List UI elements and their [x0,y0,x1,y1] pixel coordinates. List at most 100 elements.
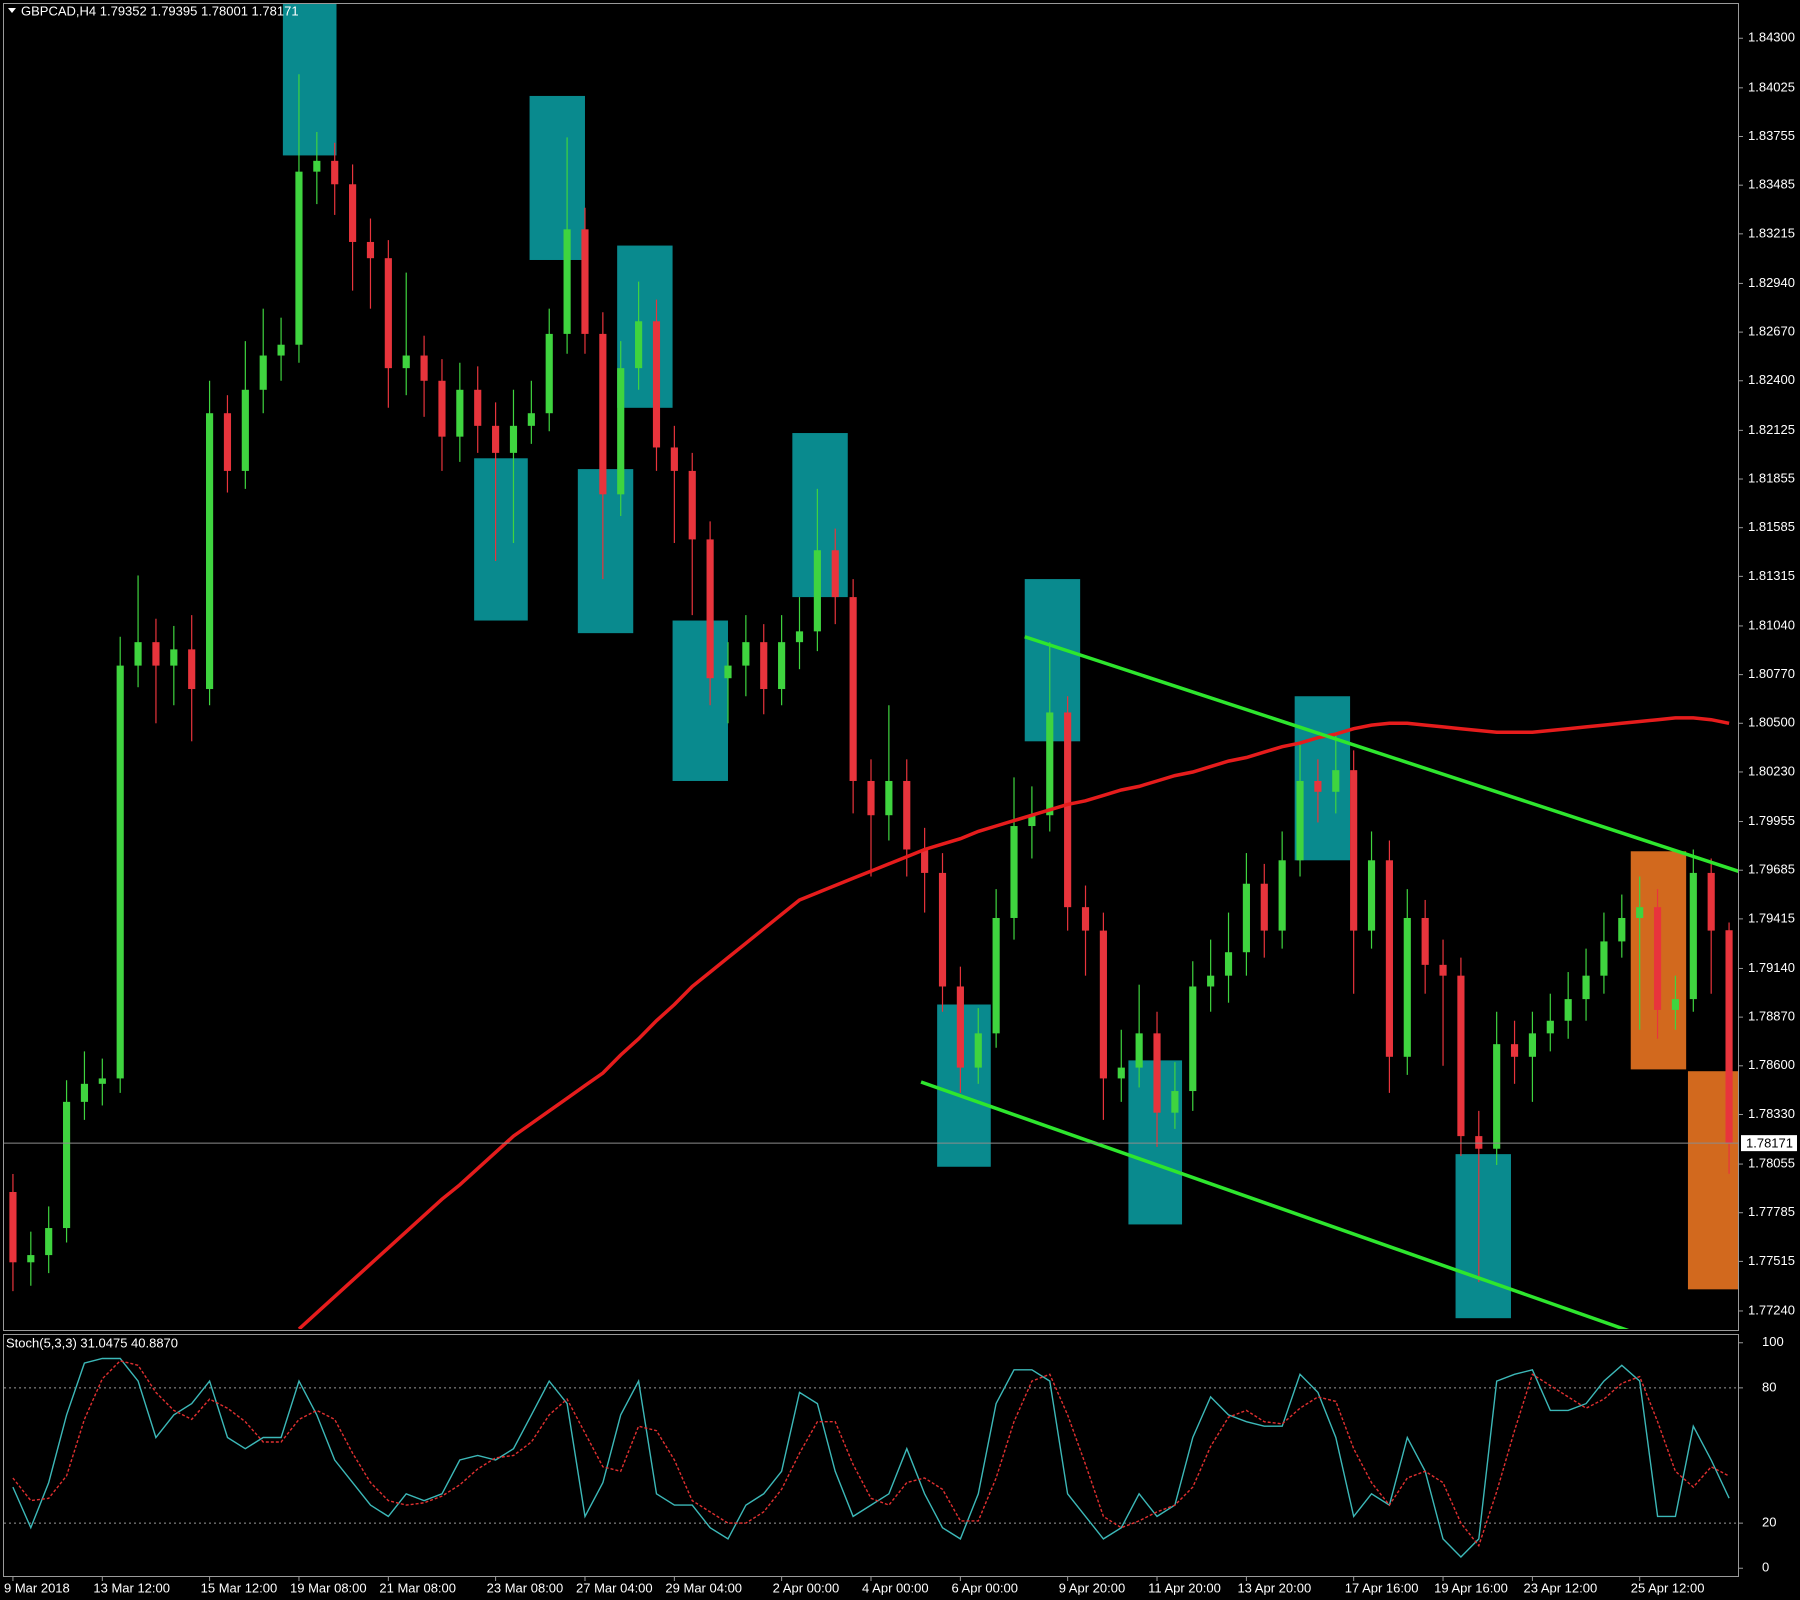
candle-body [1153,1033,1161,1113]
candle-body [545,333,553,414]
candle-body [1296,780,1304,861]
candle-body [116,665,124,1079]
candle-body [1421,917,1429,965]
chart-title: GBPCAD,H4 1.79352 1.79395 1.78001 1.7817… [21,3,299,18]
candle-body [188,649,196,690]
stoch-line [12,1357,1730,1558]
candle-body [1636,907,1644,918]
candle-body [1046,712,1054,816]
candle-body [652,321,661,448]
candle-body [778,642,786,690]
y-tick-label: 1.77515 [1748,1253,1795,1268]
zone [1294,696,1351,861]
candle-body [295,171,303,345]
candle-body [1278,860,1286,931]
zone [1687,1071,1738,1290]
candle-body [617,368,625,495]
candle-body [706,539,714,679]
candle-body [1028,815,1036,827]
candle-body [1439,964,1447,976]
x-tick-label: 15 Mar 12:00 [201,1580,278,1595]
x-tick-label: 19 Mar 08:00 [290,1580,367,1595]
candle-body [974,1033,982,1068]
indicator-title: Stoch(5,3,3) 31.0475 40.8870 [6,1335,178,1350]
x-tick-label: 25 Apr 12:00 [1631,1580,1705,1595]
candle-body [241,389,249,471]
x-tick-label: 13 Apr 20:00 [1237,1580,1311,1595]
candle-body [1171,1091,1179,1113]
zone [617,245,673,408]
candle-body [331,160,339,185]
candle-body [438,380,446,437]
y-tick-label: 20 [1762,1515,1776,1530]
candle-body [9,1191,17,1263]
candle-body [670,447,678,471]
candle-body [1689,872,1697,1000]
candle-body [760,642,768,690]
candle-body [1457,975,1465,1137]
y-tick-label: 100 [1762,1334,1784,1349]
candle-body [366,241,375,259]
candle-body [1117,1067,1125,1079]
candle-body [1385,860,1393,1057]
price-panel [4,4,1738,1329]
candle-body [313,160,321,172]
candle-body [45,1228,53,1256]
y-tick-label: 1.77240 [1748,1302,1795,1317]
zone [282,4,337,156]
menu-triangle[interactable] [8,8,16,13]
y-tick-label: 1.78870 [1748,1009,1795,1024]
candle-body [1332,770,1340,792]
candle-body [277,344,285,356]
x-tick-label: 13 Mar 12:00 [93,1580,170,1595]
y-tick-label: 1.78055 [1748,1155,1795,1170]
candle-body [349,184,357,242]
candle-body [420,355,428,381]
candle-body [563,229,571,334]
stoch-line [12,1360,1730,1548]
last-price-label: 1.78171 [1746,1136,1793,1151]
y-tick-label: 1.78330 [1748,1106,1795,1121]
y-tick-label: 1.79955 [1748,813,1795,828]
candle-body [223,413,232,471]
candle-body [1314,780,1322,792]
candle-body [1224,952,1233,976]
x-tick-label: 19 Apr 16:00 [1434,1580,1508,1595]
candle-body [509,425,518,453]
candle-body [992,917,1000,1034]
moving-average [297,716,1730,1329]
x-tick-label: 9 Apr 20:00 [1059,1580,1126,1595]
candle-body [456,389,464,437]
candle-body [813,550,821,632]
y-tick-label: 1.78600 [1748,1057,1795,1072]
y-tick-label: 1.80500 [1748,715,1795,730]
candle-body [27,1255,35,1263]
candle-body [492,425,500,453]
y-tick-label: 1.77785 [1748,1204,1795,1219]
candle-body [1135,1033,1143,1068]
y-tick-label: 1.81315 [1748,568,1795,583]
x-tick-label: 2 Apr 00:00 [773,1580,840,1595]
candle-body [831,550,839,598]
y-tick-label: 1.79415 [1748,910,1795,925]
candle-body [527,413,535,426]
candle-body [867,780,875,816]
y-tick-label: 1.79140 [1748,960,1795,975]
candle-body [903,780,911,850]
candle-body [1546,1020,1554,1034]
x-tick-label: 29 Mar 04:00 [665,1580,742,1595]
price-frame [3,3,1739,1331]
candle-body [849,597,857,781]
y-tick-label: 1.81585 [1748,519,1795,534]
candle-body [1493,1044,1501,1149]
y-tick-label: 1.83215 [1748,225,1795,240]
candle-body [259,355,267,390]
candle-body [1618,917,1626,942]
candle-body [80,1083,89,1102]
candle-body [938,872,947,987]
last-price-tag [1741,1135,1797,1152]
trend-line [1024,635,1738,873]
y-tick-label: 0 [1762,1560,1769,1575]
x-tick-label: 23 Apr 12:00 [1523,1580,1597,1595]
